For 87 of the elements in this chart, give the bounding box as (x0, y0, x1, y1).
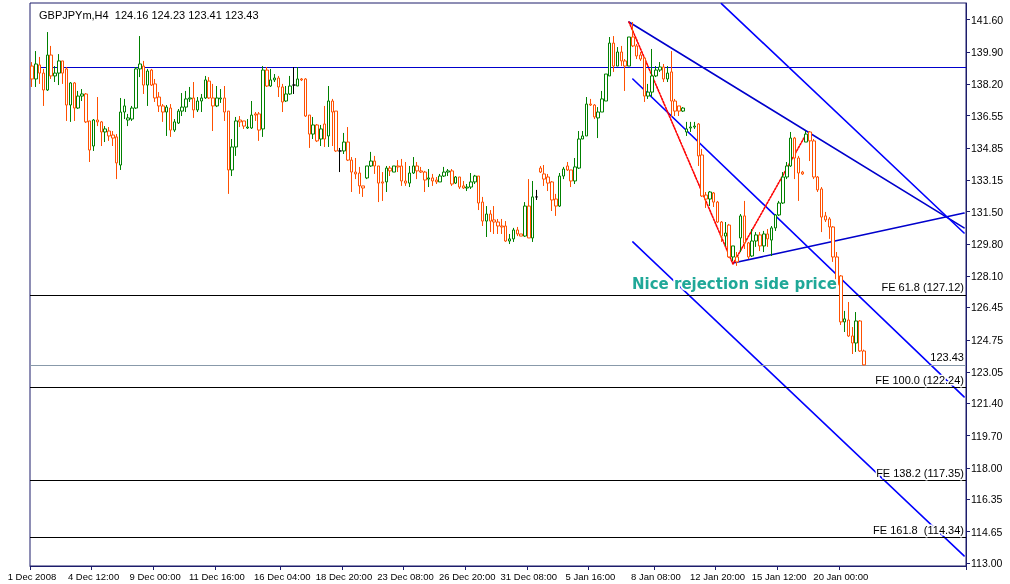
candlestick (750, 228, 754, 258)
candlestick (681, 106, 685, 113)
candlestick (689, 121, 692, 133)
candlestick (103, 125, 107, 143)
candlestick (469, 172, 473, 190)
y-tick-label: 133.15 (971, 174, 1004, 187)
y-tick-label: 123.05 (971, 366, 1004, 379)
candlestick (727, 223, 731, 259)
x-tick-label: 5 Jan 16:00 (565, 570, 616, 582)
ref-line-label: FE 61.8 (127.12) (881, 281, 964, 294)
candlestick (458, 176, 461, 190)
candlestick (531, 180, 534, 243)
candlestick (542, 164, 546, 187)
candlestick (762, 230, 766, 253)
candlestick (450, 168, 454, 187)
x-tick-label: 23 Dec 08:00 (377, 570, 434, 582)
x-tick-label: 18 Dec 20:00 (315, 570, 373, 582)
x-tick-label: 11 Dec 16:00 (188, 570, 245, 582)
candlestick (57, 53, 61, 86)
x-tick-label: 31 Dec 08:00 (500, 570, 558, 582)
candlestick (650, 48, 654, 98)
y-tick-label: 119.70 (971, 429, 1003, 442)
x-tick-label: 1 Dec 2008 (7, 570, 57, 582)
y-tick-label: 121.40 (971, 397, 1004, 410)
candlestick (269, 68, 272, 88)
y-tick-label: 131.50 (971, 205, 1004, 218)
x-tick-label: 16 Dec 04:00 (254, 570, 311, 582)
y-tick-label: 114.65 (971, 525, 1003, 538)
x-tick-label: 20 Jan 00:00 (813, 570, 869, 582)
y-tick-label: 136.55 (971, 109, 1004, 122)
candlestick (854, 311, 858, 353)
candlestick (184, 90, 188, 113)
y-tick-label: 124.75 (971, 333, 1004, 346)
candlestick (685, 121, 688, 137)
candlestick (670, 50, 673, 118)
candlestick (612, 35, 615, 73)
candlestick (192, 81, 195, 119)
y-tick-label: 129.80 (971, 237, 1004, 250)
candlestick (492, 205, 496, 235)
candlestick (504, 220, 507, 243)
candlestick (242, 120, 246, 130)
annotation: Nice rejection side price (632, 274, 837, 293)
y-tick-label: 138.20 (971, 78, 1004, 91)
candlestick (327, 85, 330, 148)
candlestick (427, 168, 430, 188)
candlestick (512, 227, 515, 243)
candlestick (708, 190, 712, 207)
candlestick (662, 63, 665, 83)
candlestick (400, 158, 403, 187)
candlestick (462, 180, 465, 190)
candlestick (435, 176, 438, 185)
x-tick-label: 26 Dec 20:00 (438, 570, 496, 582)
candlestick (296, 66, 299, 87)
candlestick (34, 50, 38, 88)
candlestick (107, 126, 111, 142)
candlestick (415, 161, 419, 180)
candlestick (585, 96, 588, 137)
y-tick-label: 116.35 (971, 493, 1003, 506)
y-tick-label: 139.90 (971, 46, 1004, 59)
x-tick-label: 15 Jan 12:00 (751, 570, 807, 582)
ref-line-label: FE 138.2 (117.35) (876, 466, 964, 479)
text: GBPJPYm,H4 124.16 124.23 123.41 123.43 (39, 8, 259, 21)
candlestick (261, 65, 265, 138)
x-tick-label: 4 Dec 12:00 (67, 570, 120, 582)
y-tick-label: 134.85 (971, 141, 1004, 154)
candlestick (73, 81, 76, 122)
x-tick-label: 8 Jan 08:00 (631, 570, 681, 582)
y-tick-label: 128.10 (971, 270, 1004, 283)
ref-line-label: 123.43 (930, 351, 964, 364)
candlestick (431, 173, 434, 187)
candlestick (423, 170, 427, 193)
y-tick-label: 118.00 (971, 461, 1003, 474)
candlestick (758, 231, 762, 252)
candlestick (292, 66, 296, 95)
y-tick-label: 141.60 (971, 13, 1004, 26)
candlestick (489, 209, 492, 233)
x-tick-label: 12 Jan 20:00 (690, 570, 746, 582)
candlestick (404, 161, 407, 187)
candlestick (169, 103, 172, 138)
candlestick (165, 104, 168, 137)
y-tick-label: 113.00 (971, 556, 1003, 569)
candlestick (338, 147, 342, 173)
x-tick-label: 9 Dec 00:00 (129, 570, 181, 582)
candlestick (527, 178, 531, 239)
candlestick (643, 56, 646, 103)
candlestick (250, 100, 253, 130)
y-tick-label: 126.45 (971, 301, 1004, 314)
